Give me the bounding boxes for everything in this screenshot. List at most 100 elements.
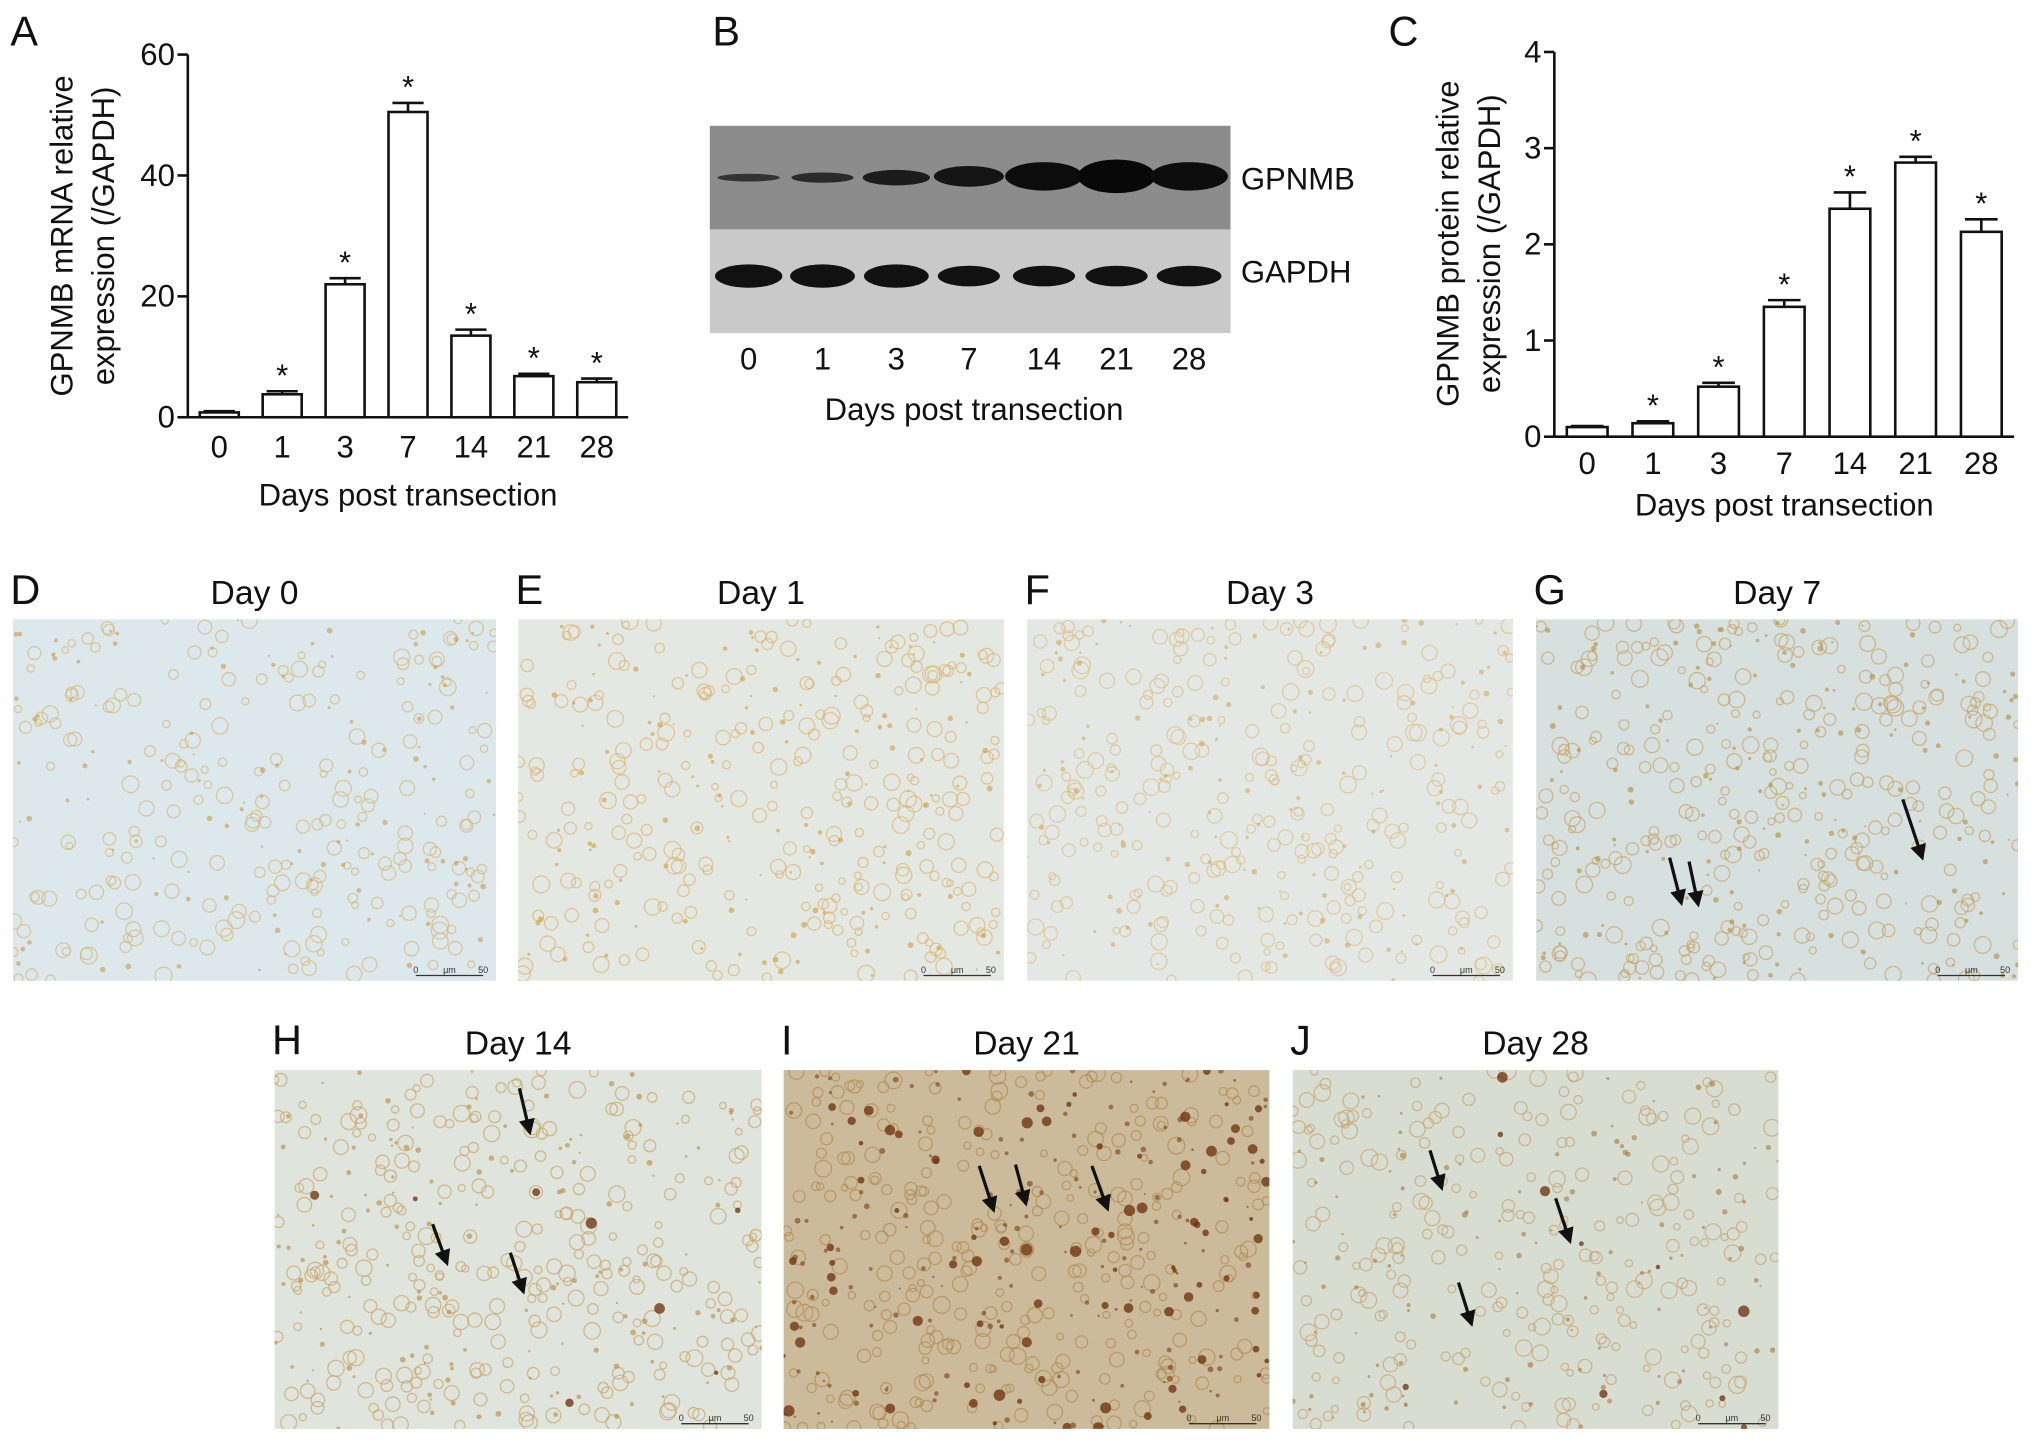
stain: [556, 1282, 559, 1286]
cell: [1610, 689, 1622, 700]
stain: [1024, 1214, 1029, 1219]
cell: [1734, 1351, 1748, 1364]
cell: [721, 760, 732, 770]
cell: [1172, 1332, 1188, 1348]
cell: [1905, 780, 1921, 795]
stain: [290, 1365, 294, 1369]
cell: [1566, 1070, 1584, 1082]
cell: [317, 660, 327, 669]
y-tick-label: 0: [158, 400, 175, 435]
cell: [864, 1146, 881, 1164]
cell: [659, 712, 671, 724]
cell: [345, 1243, 358, 1257]
cell: [988, 1070, 1007, 1085]
stain: [1218, 1070, 1224, 1074]
scale-start: 0: [1696, 1413, 1701, 1423]
cell: [499, 1379, 515, 1394]
stain: [593, 1347, 599, 1353]
cell: [796, 1421, 809, 1429]
cell: [1462, 702, 1479, 720]
cell: [309, 1266, 321, 1278]
stain: [1073, 787, 1080, 794]
cell: [948, 805, 964, 821]
stain: [726, 1365, 733, 1371]
cell: [1723, 1244, 1742, 1262]
stain: [1921, 706, 1926, 710]
cell: [802, 845, 811, 853]
cell: [918, 1373, 935, 1389]
cell: [349, 1106, 368, 1124]
cell: [310, 1400, 325, 1415]
cell: [1395, 952, 1407, 964]
cell: [906, 773, 915, 782]
cell: [1005, 1333, 1021, 1349]
stain: [863, 1203, 870, 1210]
stain: [815, 1371, 820, 1376]
cell: [1668, 619, 1685, 634]
stain: [1148, 1159, 1153, 1165]
stain: [921, 1266, 926, 1271]
stain: [1298, 755, 1303, 760]
stain: [382, 747, 387, 752]
cell: [928, 1081, 942, 1095]
cell: [995, 1223, 1007, 1234]
panel-label: D: [10, 566, 40, 613]
stain: [876, 625, 880, 629]
cell: [518, 957, 534, 975]
stain: [14, 696, 19, 702]
band: [714, 264, 783, 288]
cell: [417, 1227, 436, 1246]
stain: [696, 1146, 701, 1150]
cell: [891, 816, 910, 835]
stain: [562, 1302, 565, 1305]
stain: [1516, 1252, 1522, 1259]
stain: [1990, 840, 1995, 844]
cell: [1345, 928, 1363, 947]
cell: [298, 1178, 315, 1195]
cell: [1145, 1096, 1160, 1110]
cell: [961, 901, 971, 912]
cell: [645, 1253, 661, 1269]
stain: [1401, 1394, 1405, 1398]
cell: [1237, 969, 1253, 981]
cell: [1615, 1305, 1624, 1315]
cell: [495, 1082, 507, 1094]
cell: [549, 1366, 561, 1377]
cell: [1552, 1182, 1563, 1194]
cell: [1862, 776, 1874, 789]
cell: [563, 821, 577, 835]
cell: [1370, 1153, 1389, 1171]
stain: [882, 861, 886, 865]
cell: [1084, 1235, 1103, 1254]
stain: [597, 643, 601, 647]
cell: [623, 1130, 634, 1141]
cell: [1470, 1147, 1486, 1163]
stain: [365, 1208, 370, 1213]
stain: [808, 856, 811, 859]
dense-stain: [1256, 1372, 1262, 1378]
cell: [1689, 1236, 1700, 1247]
stain: [453, 881, 459, 887]
cell: [240, 619, 258, 630]
cell: [1670, 1419, 1681, 1429]
bar: [1893, 161, 1938, 438]
cell: [1343, 883, 1352, 892]
cell: [840, 907, 849, 916]
cell: [1115, 801, 1129, 814]
cell: [977, 649, 988, 660]
stain: [883, 845, 887, 849]
cell: [979, 1223, 989, 1233]
cell: [1286, 914, 1298, 926]
scale-start: 0: [1935, 965, 1940, 975]
cell: [931, 747, 945, 762]
stain: [450, 1366, 454, 1371]
cell: [380, 1312, 397, 1329]
stain: [695, 1310, 701, 1316]
cell: [926, 1230, 944, 1248]
cell: [1982, 727, 1996, 741]
cell: [531, 1075, 547, 1091]
cell: [1061, 843, 1076, 858]
cell: [1516, 1306, 1529, 1319]
cell: [1166, 726, 1185, 744]
stain: [929, 793, 933, 797]
